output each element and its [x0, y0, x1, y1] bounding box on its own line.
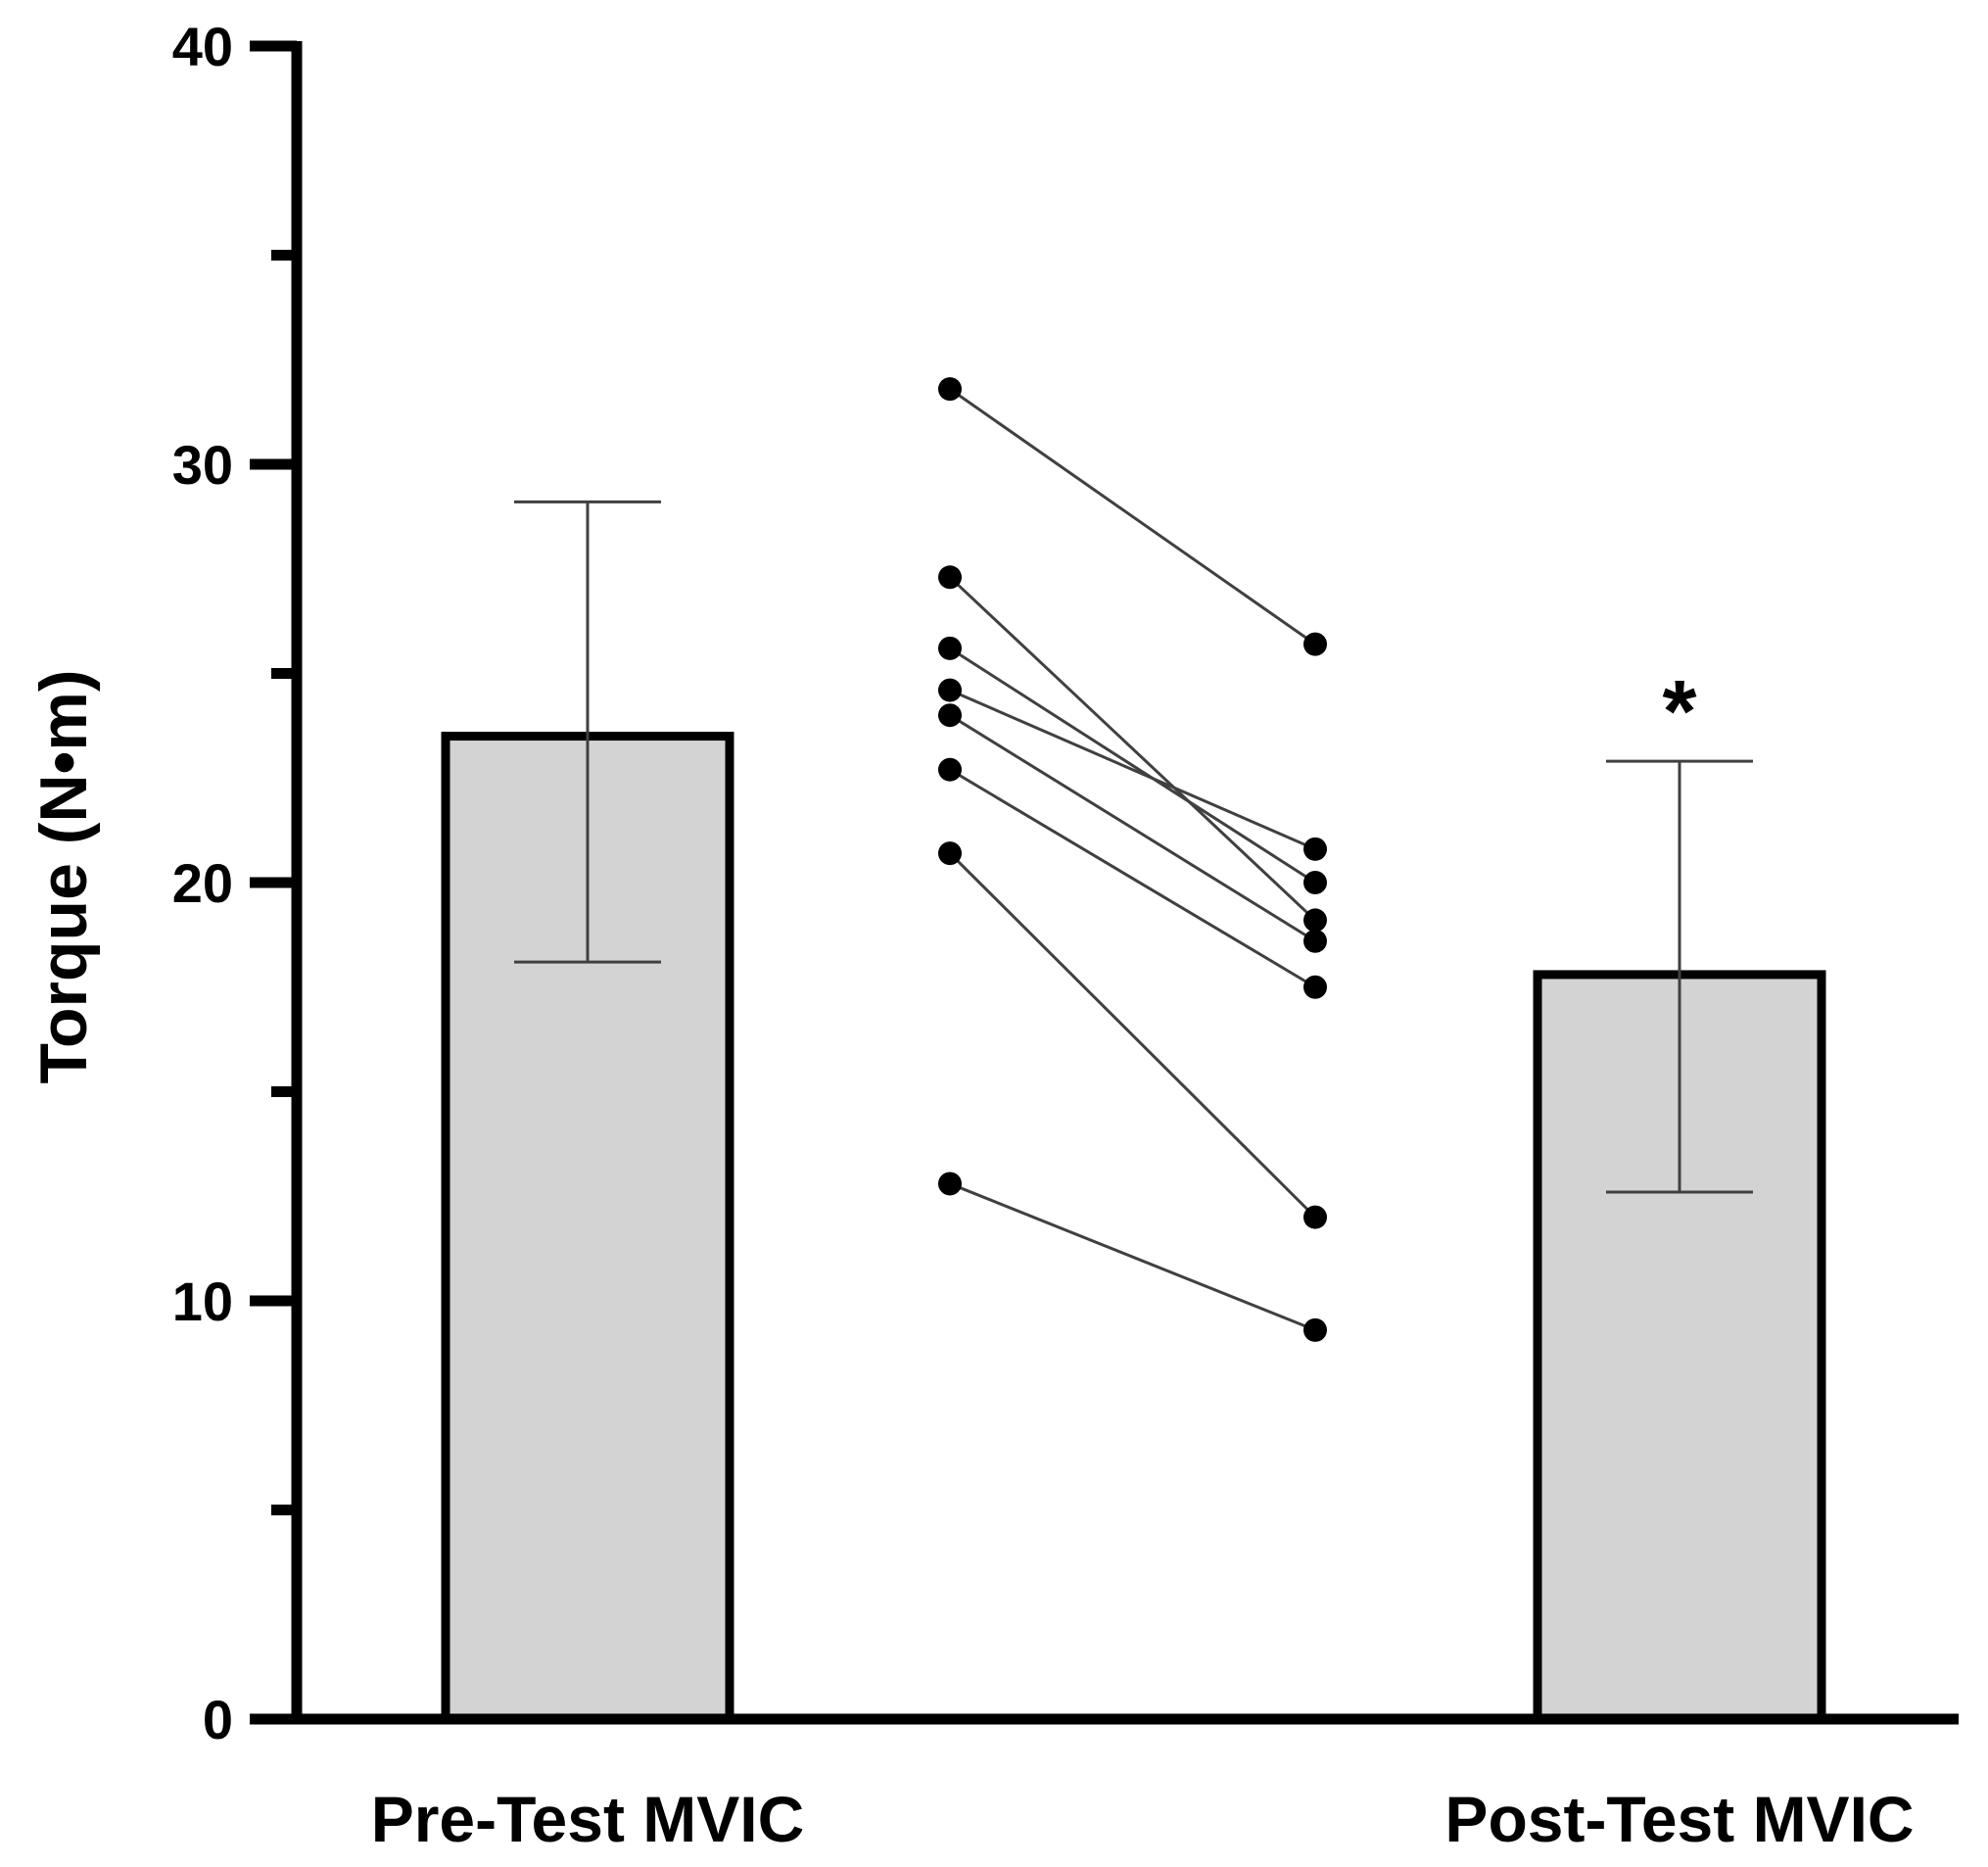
pre-point [938, 1172, 962, 1196]
post-point [1303, 1205, 1327, 1229]
post-point [1303, 632, 1327, 656]
pre-point [938, 636, 962, 660]
y-tick-label: 20 [172, 852, 233, 914]
error-bars [514, 500, 1753, 1194]
paired-line [949, 646, 1316, 885]
post-point [1303, 1317, 1327, 1342]
post-point [1303, 837, 1327, 861]
pre-point [938, 703, 962, 728]
paired-line [949, 713, 1316, 943]
pre-point [938, 678, 962, 702]
post-point [1303, 871, 1327, 894]
category-labels: Pre-Test MVIC Post-Test MVIC [371, 1783, 1915, 1855]
y-tick-label: 0 [203, 1689, 233, 1750]
y-tick-label: 30 [172, 434, 233, 496]
pre-point [938, 757, 962, 782]
pre-point [938, 565, 962, 590]
y-axis-title: Torque (N•m) [26, 670, 101, 1084]
x-category-label: Pre-Test MVIC [371, 1783, 805, 1855]
post-point [1303, 929, 1327, 953]
paired-line [949, 768, 1316, 989]
significance-marker: * [1662, 663, 1696, 761]
paired-line [949, 1182, 1316, 1332]
y-tick-label: 10 [172, 1270, 233, 1332]
y-axis-ticks: 0 10 20 30 40 [172, 16, 297, 1750]
paired-lines [938, 377, 1327, 1342]
paired-line [949, 689, 1316, 851]
bars [441, 732, 1826, 1724]
axes [250, 41, 1959, 1725]
annotations: * [1662, 663, 1696, 761]
x-category-label: Post-Test MVIC [1444, 1783, 1914, 1855]
post-point [1303, 975, 1327, 999]
pre-point [938, 377, 962, 402]
y-tick-label: 40 [172, 16, 233, 77]
pre-point [938, 841, 962, 866]
paired-line [948, 576, 1317, 922]
paired-line [949, 387, 1316, 646]
post-point [1303, 908, 1327, 933]
paired-line [948, 852, 1317, 1219]
